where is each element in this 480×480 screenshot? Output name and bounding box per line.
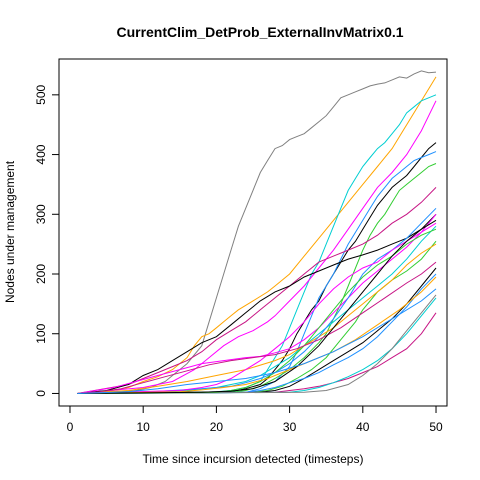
series-line-2	[77, 76, 437, 394]
series-line-4	[77, 100, 437, 394]
series-line-22	[77, 261, 437, 394]
series-group	[77, 70, 437, 394]
x-tick-label: 0	[67, 420, 74, 434]
x-tick-label: 20	[210, 420, 224, 434]
y-tick-label: 500	[34, 85, 48, 105]
x-tick-label: 50	[429, 420, 443, 434]
series-line-9	[77, 213, 437, 394]
series-line-15	[77, 243, 437, 394]
plot-frame	[58, 58, 448, 407]
x-axis-label: Time since incursion detected (timesteps…	[143, 452, 364, 466]
series-line-14	[77, 273, 437, 394]
x-tick-label: 30	[283, 420, 297, 434]
x-axis: 0 10 20 30 40 50	[67, 405, 443, 434]
series-line-13	[77, 267, 437, 394]
series-line-3	[77, 94, 437, 394]
series-line-25	[77, 288, 437, 394]
y-tick-label: 100	[34, 323, 48, 343]
x-tick-label: 40	[356, 420, 370, 434]
series-line-16	[77, 312, 437, 394]
series-line-11	[77, 225, 437, 394]
series-line-20	[77, 228, 437, 394]
series-line-18	[77, 294, 437, 394]
y-tick-label: 200	[34, 264, 48, 284]
series-line-8	[77, 187, 437, 394]
y-axis-label: Nodes under management	[3, 160, 17, 303]
series-line-10	[77, 213, 437, 394]
series-line-17	[77, 297, 437, 394]
y-tick-label: 400	[34, 144, 48, 164]
y-tick-label: 300	[34, 204, 48, 224]
x-tick-label: 10	[137, 420, 151, 434]
y-tick-label: 0	[34, 390, 48, 397]
series-line-12	[77, 240, 437, 394]
chart-title: CurrentClim_DetProb_ExternalInvMatrix0.1	[116, 24, 403, 40]
series-line-21	[77, 222, 437, 394]
series-line-24	[77, 219, 437, 394]
series-line-1	[77, 70, 437, 394]
series-line-7	[77, 163, 437, 394]
y-axis: 0 100 200 300 400 500	[34, 85, 60, 397]
